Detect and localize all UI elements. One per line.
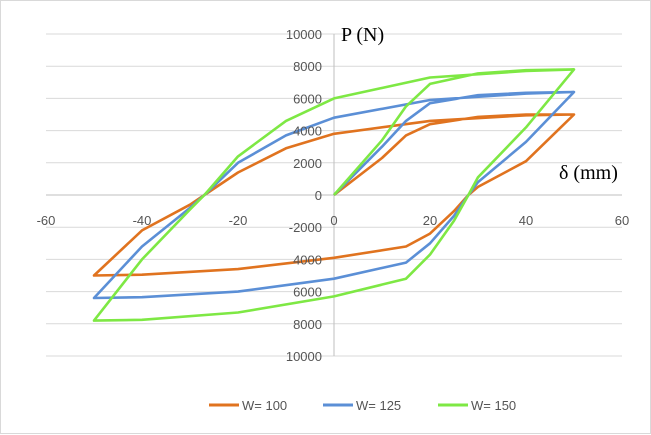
x-tick-label: -40: [133, 213, 152, 228]
y-tick-label: 6000: [293, 91, 322, 106]
y-tick-label: 10000: [286, 349, 322, 364]
y-tick-label: 6000: [293, 285, 322, 300]
x-tick-label: 20: [423, 213, 437, 228]
y-tick-label: 8000: [293, 59, 322, 74]
series-line-3: [92, 68, 576, 322]
x-tick-label: -20: [229, 213, 248, 228]
legend-label-3: W= 150: [471, 398, 516, 413]
y-tick-label: 2000: [293, 156, 322, 171]
series-layer: [92, 68, 576, 322]
tick-labels: 10000 8000 6000 4000 2000 0 -2000 4000 6000 8000 1…: [37, 27, 630, 364]
x-tick-label: 0: [330, 213, 337, 228]
legend: W= 100 W= 125 W= 150: [209, 398, 516, 413]
x-tick-label: 60: [615, 213, 629, 228]
y-tick-label: -2000: [289, 220, 322, 235]
y-tick-label: 4000: [293, 124, 322, 139]
y-tick-label: 10000: [286, 27, 322, 42]
legend-label-2: W= 125: [356, 398, 401, 413]
x-tick-label: -60: [37, 213, 56, 228]
x-axis-title: δ (mm): [559, 162, 618, 184]
series-line-2: [92, 90, 576, 300]
y-tick-label: 4000: [293, 252, 322, 267]
y-tick-label: 0: [315, 188, 322, 203]
legend-label-1: W= 100: [242, 398, 287, 413]
x-tick-label: 40: [519, 213, 533, 228]
y-tick-label: 8000: [293, 317, 322, 332]
series-line-1: [92, 113, 576, 277]
y-axis-title: P (N): [341, 24, 384, 46]
